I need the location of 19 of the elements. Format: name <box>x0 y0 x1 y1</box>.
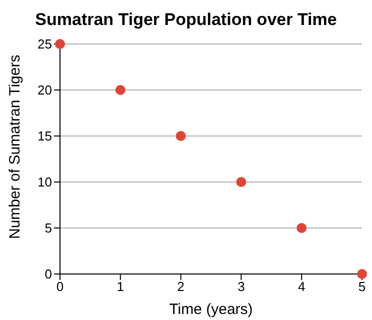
y-tick-label: 20 <box>38 82 52 98</box>
x-tick-label: 3 <box>238 279 245 294</box>
x-tick-label: 4 <box>298 279 306 294</box>
y-tick-label: 15 <box>38 128 52 144</box>
y-tick-label: 0 <box>44 266 52 282</box>
x-tick-label: 5 <box>358 279 366 294</box>
x-tick-label: 1 <box>116 279 124 294</box>
y-tick-label: 5 <box>44 220 52 236</box>
x-tick-label: 2 <box>177 279 184 294</box>
x-tick-label: 0 <box>56 279 64 294</box>
y-tick-label: 25 <box>38 36 52 52</box>
point <box>176 131 186 141</box>
point <box>296 223 307 233</box>
point <box>115 85 126 95</box>
x-axis-title: Time (years) <box>169 301 253 318</box>
point <box>236 177 246 187</box>
y-tick-label: 10 <box>38 174 52 190</box>
chart-title: Sumatran Tiger Population over Time <box>34 10 338 31</box>
y-axis-title: Number of Sumatran Tigers <box>6 54 24 239</box>
